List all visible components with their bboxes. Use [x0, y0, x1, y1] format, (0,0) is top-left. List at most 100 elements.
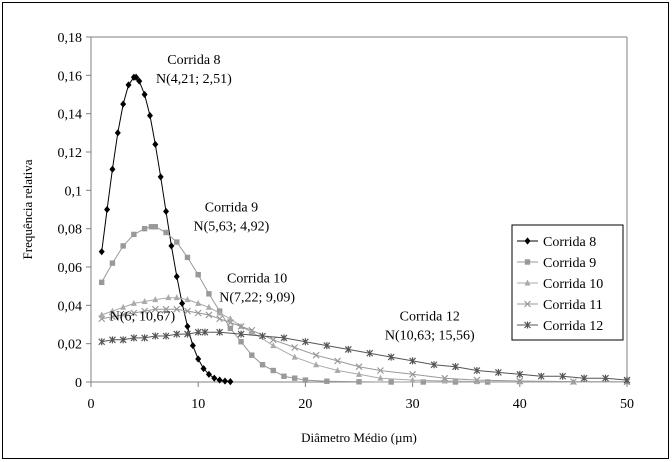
series-corrida-12: [98, 328, 631, 384]
triangle-marker: [130, 299, 137, 306]
y-tick-label: 0,04: [58, 299, 83, 314]
y-tick-label: 0,1: [65, 184, 83, 199]
asterisk-marker: [162, 332, 170, 340]
x-marker: [205, 311, 213, 319]
asterisk-marker: [141, 334, 149, 342]
x-marker: [216, 315, 224, 323]
series-corrida-8: [98, 73, 234, 386]
triangle-marker: [120, 303, 127, 310]
asterisk-marker: [366, 349, 374, 357]
x-marker: [184, 307, 191, 315]
asterisk-marker: [173, 330, 181, 338]
x-marker: [226, 319, 234, 327]
diamond-marker: [168, 242, 175, 250]
square-marker: [227, 325, 234, 332]
square-marker: [249, 352, 255, 358]
square-marker: [152, 224, 159, 230]
series-corrida-9: [99, 224, 491, 385]
triangle-marker: [227, 315, 234, 322]
triangle-marker: [334, 367, 341, 373]
square-marker: [270, 367, 276, 374]
x-axis-label: Diâmetro Médio (µm): [301, 430, 417, 445]
diamond-marker: [173, 272, 180, 281]
y-tick-label: 0: [75, 376, 82, 391]
annotation-label: Corrida 10: [227, 271, 287, 286]
y-tick-label: 0,08: [58, 223, 83, 238]
x-tick-label: 40: [513, 397, 527, 412]
legend-label: Corrida 11: [543, 298, 603, 313]
square-marker: [109, 260, 116, 266]
triangle-marker: [270, 342, 277, 349]
square-marker: [324, 378, 330, 384]
x-tick-label: 50: [620, 397, 634, 412]
legend-item: Corrida 8: [517, 235, 596, 250]
y-axis-ticks: 0 0,02 0,04 0,06 0,08 0,1 0,12 0,14 0,16 0,18: [58, 31, 91, 391]
square-marker: [259, 362, 266, 368]
legend-item: Corrida 10: [517, 277, 603, 292]
square-marker: [163, 229, 169, 236]
annotations: Corrida 8 N(4,21; 2,51) Corrida 9 N(5,63; 4…: [110, 53, 475, 344]
square-marker: [99, 279, 105, 286]
x-marker: [130, 309, 138, 317]
y-tick-label: 0,18: [58, 31, 83, 46]
triangle-marker: [524, 279, 531, 286]
diamond-marker: [157, 173, 164, 181]
asterisk-marker: [237, 330, 245, 338]
asterisk-marker: [559, 372, 567, 380]
triangle-marker: [377, 374, 384, 381]
asterisk-marker: [194, 328, 202, 336]
asterisk-marker: [580, 374, 588, 382]
square-marker: [195, 271, 201, 278]
square-marker: [388, 379, 394, 385]
triangle-marker: [109, 307, 116, 314]
series-corrida-11: [98, 305, 631, 386]
annotation-label: Corrida 8: [167, 53, 220, 68]
x-marker: [312, 351, 320, 359]
square-marker: [184, 254, 191, 261]
triangle-marker: [184, 296, 191, 303]
triangle-marker: [356, 370, 362, 377]
diamond-marker: [109, 165, 116, 173]
asterisk-marker: [201, 328, 209, 336]
square-marker: [206, 291, 212, 297]
diamond-marker: [189, 341, 196, 350]
legend-label: Corrida 12: [543, 319, 603, 334]
asterisk-marker: [151, 332, 159, 340]
square-marker: [120, 243, 126, 249]
square-marker: [238, 339, 244, 345]
diamond-marker: [163, 207, 170, 216]
diamond-marker: [104, 205, 111, 214]
square-marker: [452, 379, 459, 385]
triangle-marker: [173, 294, 180, 301]
triangle-marker: [141, 298, 148, 304]
y-tick-label: 0,12: [58, 146, 83, 161]
asterisk-marker: [109, 336, 116, 344]
square-marker: [291, 375, 298, 381]
square-marker: [420, 379, 427, 385]
x-marker: [524, 300, 531, 308]
square-marker: [148, 224, 155, 230]
x-marker: [248, 326, 256, 334]
asterisk-marker: [524, 321, 531, 329]
annotation-label: N(5,63; 4,92): [194, 219, 270, 234]
diamond-marker: [120, 100, 127, 108]
diamond-marker: [114, 129, 121, 137]
legend-item: Corrida 12: [517, 319, 603, 334]
triangle-marker: [165, 294, 172, 301]
x-tick-label: 20: [298, 397, 312, 412]
asterisk-marker: [184, 330, 191, 338]
legend-label: Corrida 9: [543, 256, 596, 271]
x-marker: [119, 311, 127, 319]
x-marker: [269, 336, 277, 344]
diamond-marker: [524, 237, 531, 245]
square-marker: [141, 225, 148, 232]
x-marker: [516, 377, 524, 385]
annotation-label: Corrida 12: [400, 310, 460, 325]
y-tick-label: 0,14: [58, 108, 83, 123]
legend: Corrida 8 Corrida 9 Corrida 10 Corrida 11 Co…: [511, 224, 624, 341]
asterisk-marker: [473, 367, 481, 374]
annotation-label: N(6; 10,67): [110, 310, 176, 325]
diamond-marker: [141, 90, 148, 99]
